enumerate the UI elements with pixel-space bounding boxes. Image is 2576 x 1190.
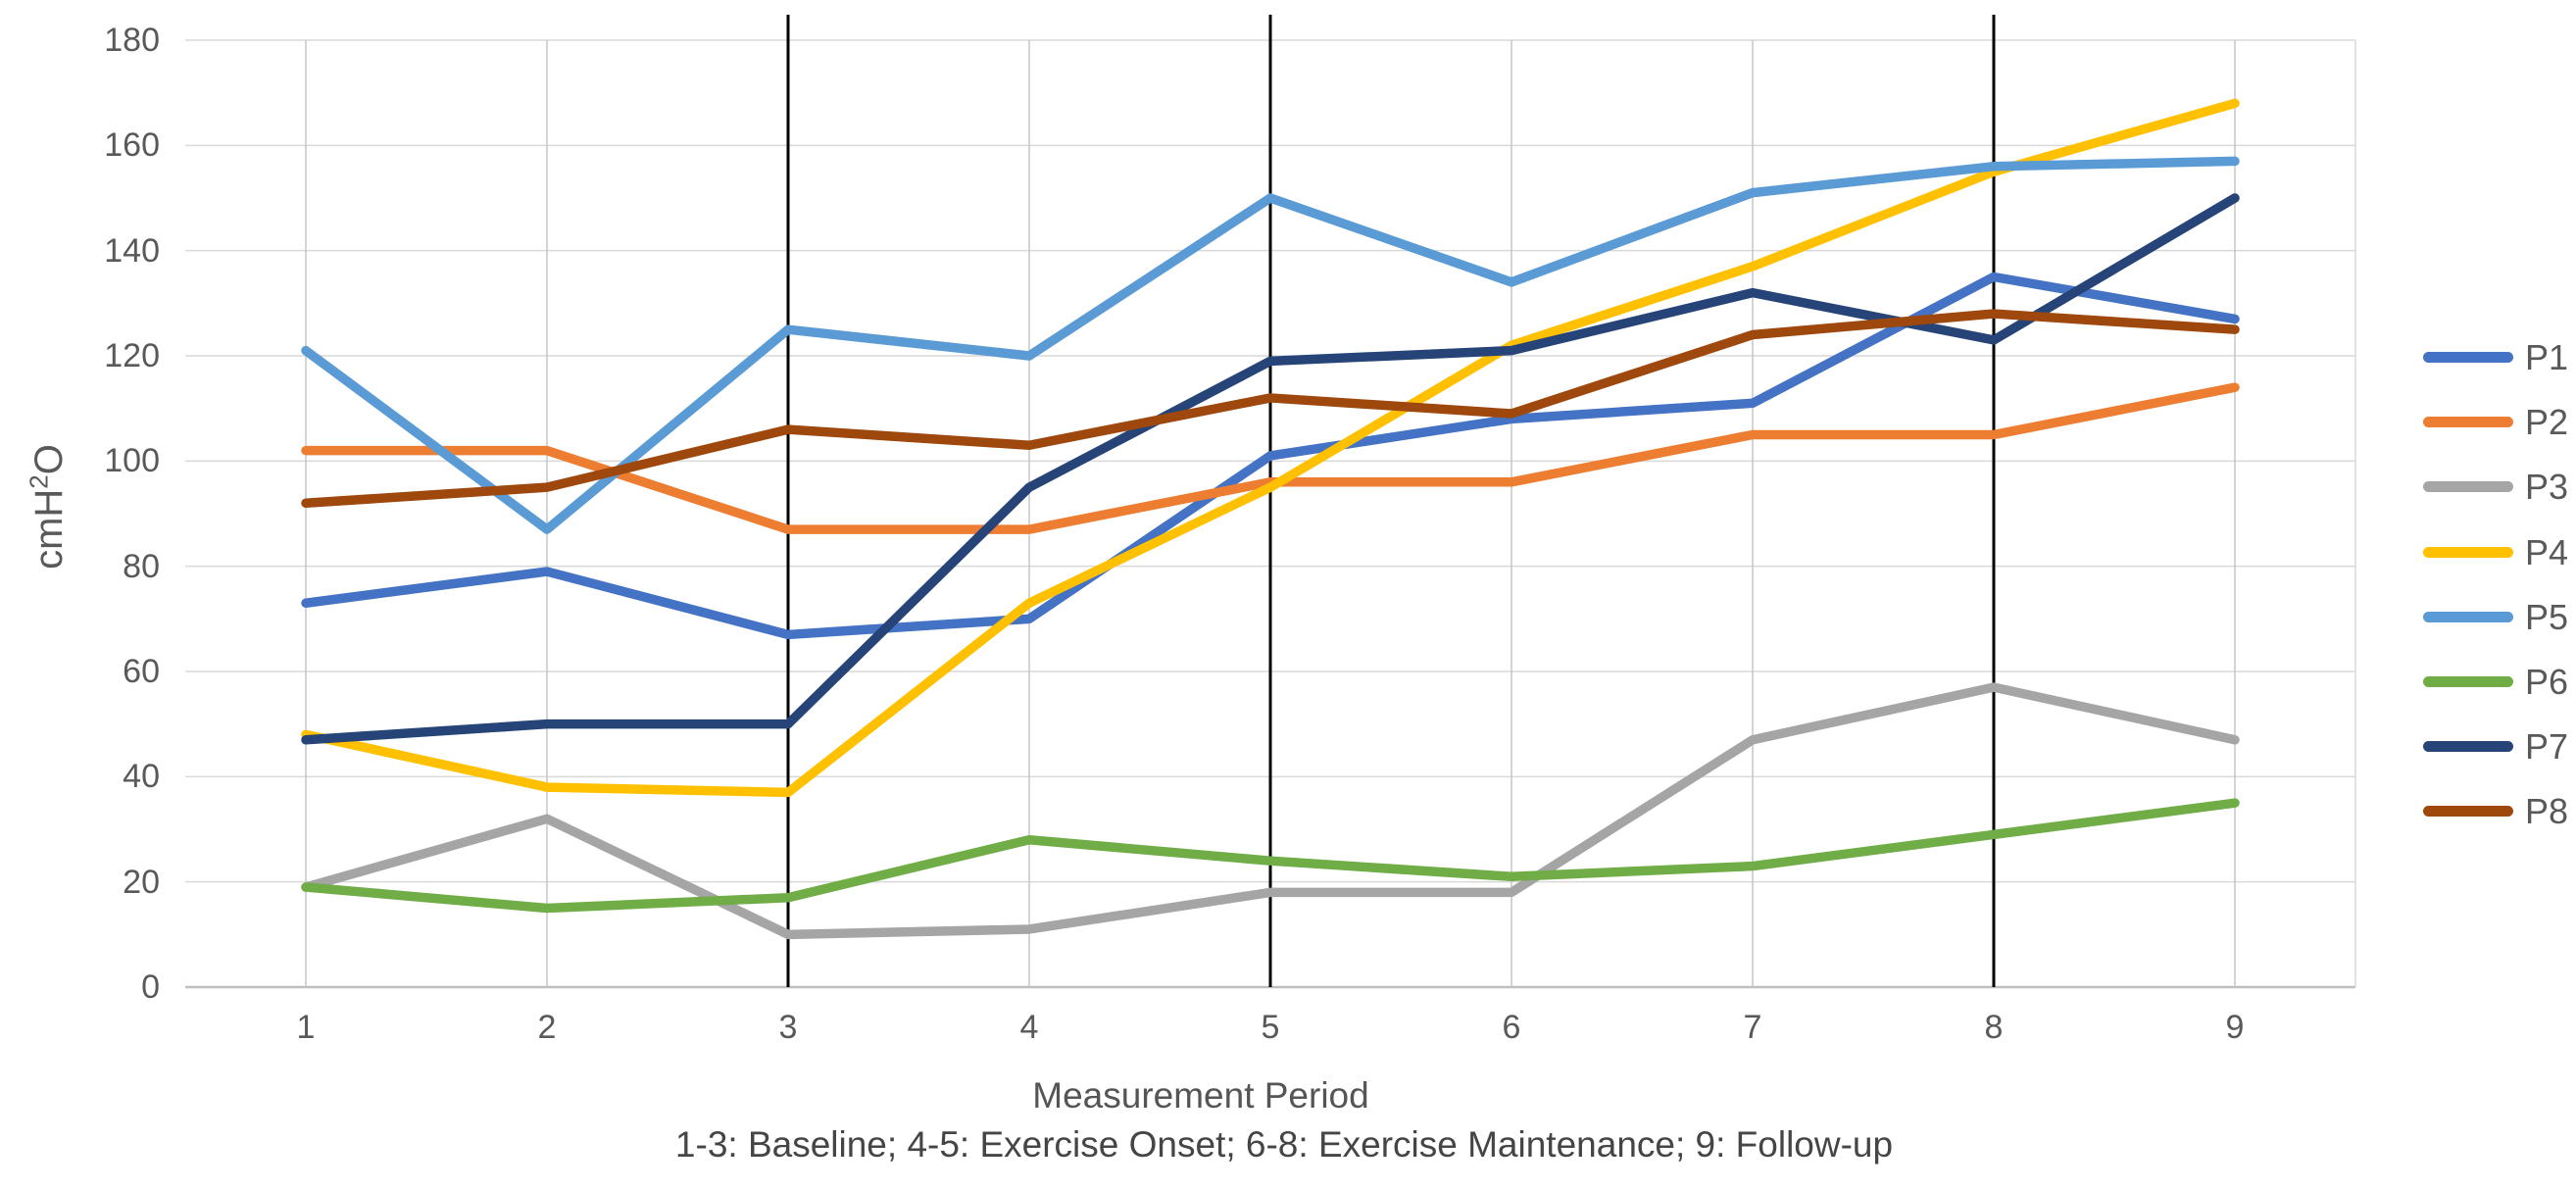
legend-item-P6: P6	[2390, 660, 2576, 705]
y-tick-label: 60	[123, 653, 160, 690]
y-tick-label: 160	[104, 126, 160, 165]
legend-swatch-P8	[2423, 806, 2513, 817]
legend-item-P8: P8	[2390, 789, 2576, 834]
y-tick-label: 100	[104, 442, 160, 480]
y-axis-title-text: cmH2O	[24, 444, 71, 570]
ylabel-superscript: 2	[24, 474, 54, 489]
x-tick-label: 6	[1502, 1009, 1521, 1046]
legend-label-P3: P3	[2525, 467, 2569, 507]
legend-swatch-P6	[2423, 676, 2513, 687]
legend-item-P1: P1	[2390, 335, 2576, 380]
x-axis-title: Measurement Period	[1032, 1075, 1369, 1116]
legend-item-P7: P7	[2390, 724, 2576, 769]
x-tick-label: 9	[2225, 1009, 2245, 1046]
legend: P1 P2 P3 P4 P5 P6 P7 P8	[2390, 331, 2576, 880]
legend-label-P4: P4	[2525, 532, 2569, 572]
x-tick-label: 8	[1984, 1009, 2004, 1046]
x-tick-label: 3	[778, 1009, 798, 1046]
chart-subtitle: 1-3: Baseline; 4-5: Exercise Onset; 6-8:…	[674, 1124, 1894, 1165]
legend-swatch-P5	[2423, 612, 2513, 622]
legend-label-P5: P5	[2525, 597, 2569, 637]
legend-label-P2: P2	[2525, 402, 2569, 442]
series-line-P4	[301, 98, 2240, 798]
legend-label-P8: P8	[2525, 791, 2569, 831]
series-line-P3	[301, 682, 2240, 940]
y-tick-label: 120	[104, 337, 160, 374]
legend-swatch-P2	[2423, 417, 2513, 427]
y-tick-label: 180	[104, 22, 160, 59]
legend-swatch-P3	[2423, 481, 2513, 492]
legend-item-P3: P3	[2390, 465, 2576, 510]
legend-swatch-P4	[2423, 547, 2513, 558]
legend-item-P4: P4	[2390, 530, 2576, 575]
x-tick-label: 7	[1743, 1009, 1762, 1046]
x-tick-label: 1	[296, 1009, 316, 1046]
y-axis-title: cmH2O	[24, 403, 72, 611]
y-tick-label: 0	[141, 968, 160, 1006]
series-line-P8	[301, 309, 2240, 509]
legend-swatch-P1	[2423, 352, 2513, 363]
y-tick-label: 80	[123, 547, 160, 585]
x-tick-label: 4	[1019, 1009, 1039, 1046]
series-line-P5	[301, 156, 2240, 534]
legend-label-P7: P7	[2525, 726, 2569, 767]
y-tick-label: 40	[123, 758, 160, 796]
x-tick-label: 2	[537, 1009, 557, 1046]
y-tick-label: 20	[123, 863, 160, 901]
series-line-P6	[301, 798, 2240, 914]
x-tick-label: 5	[1261, 1009, 1280, 1046]
y-tick-label: 140	[104, 231, 160, 270]
legend-label-P1: P1	[2525, 337, 2569, 377]
legend-swatch-P7	[2423, 741, 2513, 752]
legend-label-P6: P6	[2525, 662, 2569, 702]
legend-item-P5: P5	[2390, 595, 2576, 640]
legend-item-P2: P2	[2390, 400, 2576, 445]
